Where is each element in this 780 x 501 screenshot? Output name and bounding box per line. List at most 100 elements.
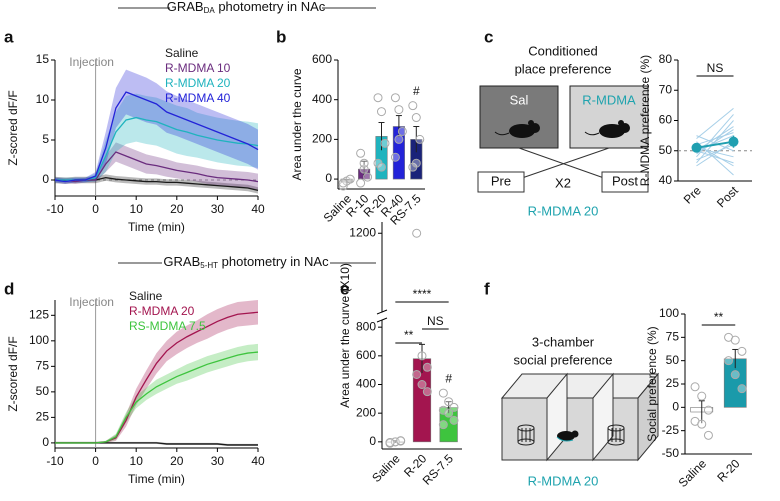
diagram-title: place preference bbox=[515, 61, 612, 76]
x-tick-label: 20 bbox=[170, 202, 184, 216]
data-point bbox=[377, 162, 386, 172]
y-tick-label: 200 bbox=[312, 132, 332, 146]
legend-label: R-MDMA 40 bbox=[165, 91, 231, 105]
annotation: ** bbox=[714, 310, 724, 324]
x-tick-label: Saline bbox=[676, 456, 710, 490]
connector bbox=[518, 147, 605, 179]
x-tick-label: R-20 bbox=[714, 456, 743, 485]
data-point bbox=[396, 436, 406, 446]
x-tick-label: 30 bbox=[211, 454, 225, 468]
y-tick-label: 200 bbox=[356, 405, 376, 419]
data-point bbox=[397, 126, 407, 136]
subject-line bbox=[696, 141, 734, 167]
cage-icon bbox=[517, 424, 535, 446]
pre-box bbox=[477, 171, 525, 193]
header-main: GRAB bbox=[163, 254, 200, 269]
mean-point bbox=[691, 142, 702, 153]
data-point bbox=[730, 370, 740, 380]
y-axis-label: Z-scored dF/F bbox=[6, 336, 20, 411]
y-tick-label: 1200 bbox=[349, 225, 376, 239]
annotation: **** bbox=[413, 287, 432, 301]
y-tick-label: 50 bbox=[36, 384, 50, 398]
injection-label: Injection bbox=[69, 295, 114, 309]
annotation: # bbox=[445, 371, 452, 385]
y-tick-label: 100 bbox=[659, 306, 679, 320]
annotation: NS bbox=[707, 61, 724, 75]
y-tick-label: 40 bbox=[659, 173, 673, 187]
data-point bbox=[438, 420, 448, 430]
error-band bbox=[55, 343, 258, 444]
data-point bbox=[417, 351, 427, 361]
data-point bbox=[422, 362, 432, 372]
data-point bbox=[449, 402, 459, 412]
data-point bbox=[438, 405, 448, 415]
y-tick-label: 0 bbox=[42, 435, 49, 449]
legend-label: R-MDMA 10 bbox=[165, 61, 231, 75]
data-point bbox=[390, 93, 400, 103]
x-tick-label: 40 bbox=[251, 454, 265, 468]
data-point bbox=[394, 134, 404, 144]
panel-letter: a bbox=[4, 27, 14, 46]
y-tick-label: -50 bbox=[662, 446, 680, 460]
panel-letter: c bbox=[484, 27, 493, 46]
data-point bbox=[697, 419, 707, 429]
x-axis-label: Time (min) bbox=[128, 220, 185, 234]
data-point bbox=[411, 158, 421, 168]
x-tick-label: 40 bbox=[251, 202, 265, 216]
y-axis-label: Z-scored dF/F bbox=[6, 90, 20, 165]
y-tick-label: 25 bbox=[36, 410, 50, 424]
data-point bbox=[724, 356, 734, 366]
header-sub: DA bbox=[204, 6, 216, 15]
data-point bbox=[690, 382, 700, 392]
header-sub: 5-HT bbox=[200, 261, 218, 270]
y-tick-label: 400 bbox=[312, 92, 332, 106]
y-tick-label: 0 bbox=[369, 434, 376, 448]
legend-label: Saline bbox=[129, 289, 163, 303]
x-tick-label: 10 bbox=[130, 454, 144, 468]
annotation: # bbox=[413, 84, 420, 98]
axis-break bbox=[376, 317, 388, 323]
diagram-title: social preference bbox=[514, 352, 613, 367]
data-point bbox=[412, 228, 422, 238]
x-tick-label: 20 bbox=[170, 454, 184, 468]
injection-label: Injection bbox=[69, 55, 114, 69]
error-band bbox=[55, 174, 258, 194]
y-tick-label: 80 bbox=[659, 52, 673, 66]
panel-letter: b bbox=[276, 27, 286, 46]
box-top bbox=[500, 373, 660, 399]
y-axis-label: Social preference (%) bbox=[645, 326, 659, 441]
dose-label: R-MDMA 20 bbox=[528, 473, 599, 488]
y-tick-label: 70 bbox=[659, 82, 673, 96]
x-tick-label: 0 bbox=[92, 202, 99, 216]
y-tick-label: 60 bbox=[659, 113, 673, 127]
social-diagram: 3-chamber social preference R-MDMA 20 bbox=[500, 334, 660, 488]
data-point bbox=[703, 430, 713, 440]
y-tick-label: 0 bbox=[42, 172, 49, 186]
data-point bbox=[422, 387, 432, 397]
legend-label: Saline bbox=[165, 46, 199, 60]
y-axis-label: Area under the curve bbox=[290, 68, 304, 180]
panel-letter: e bbox=[340, 279, 349, 298]
x-tick-label: -10 bbox=[46, 202, 64, 216]
header: GRABDA photometry in NAc bbox=[167, 0, 326, 15]
data-point bbox=[408, 101, 418, 111]
data-point bbox=[394, 105, 404, 115]
x-tick-label: Pre bbox=[681, 183, 704, 206]
y-tick-label: 125 bbox=[29, 307, 49, 321]
data-point bbox=[444, 397, 454, 407]
y-tick-label: 50 bbox=[659, 143, 673, 157]
subject-line bbox=[696, 135, 734, 152]
header: GRAB5-HT photometry in NAc bbox=[163, 254, 329, 270]
y-axis-label: R-MDMA preference (%) bbox=[638, 55, 652, 186]
y-tick-label: 25 bbox=[666, 376, 680, 390]
x-axis-label: Time (min) bbox=[128, 472, 185, 486]
data-point bbox=[737, 384, 747, 394]
data-point bbox=[390, 152, 400, 162]
data-point bbox=[412, 369, 422, 379]
subject-line bbox=[696, 150, 734, 164]
legend-label: R-MDMA 20 bbox=[129, 304, 195, 318]
box-front bbox=[501, 397, 639, 461]
y-tick-label: 0 bbox=[672, 400, 679, 414]
